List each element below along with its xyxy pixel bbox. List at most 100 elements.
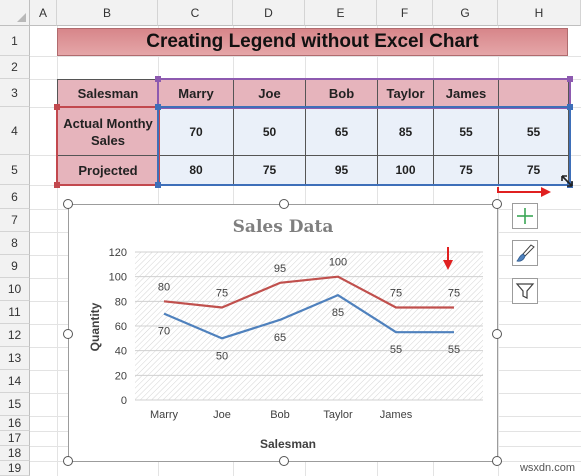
range-corner-handle[interactable] [567, 104, 573, 110]
header-cell-name[interactable]: Bob [305, 79, 378, 108]
column-header-d[interactable]: D [233, 0, 305, 26]
row-header-12[interactable]: 12 [0, 324, 30, 347]
y-tick-label: 80 [115, 296, 127, 308]
value-cell[interactable]: 85 [377, 107, 434, 156]
column-header-c[interactable]: C [158, 0, 233, 26]
row-header-4[interactable]: 4 [0, 107, 30, 155]
column-header-e[interactable]: E [305, 0, 377, 26]
series-line[interactable] [163, 275, 454, 309]
chart-resize-handle[interactable] [279, 199, 289, 209]
value-cell[interactable]: 80 [158, 155, 234, 185]
value-cell[interactable]: 75 [498, 155, 569, 185]
range-corner-handle[interactable] [54, 104, 60, 110]
data-label[interactable]: 75 [390, 288, 402, 300]
chart-resize-handle[interactable] [492, 329, 502, 339]
row-header-11[interactable]: 11 [0, 301, 30, 324]
x-tick-label: Marry [150, 409, 179, 421]
y-tick-label: 100 [109, 272, 127, 284]
range-corner-handle[interactable] [155, 182, 161, 188]
sheet-title-cell[interactable]: Creating Legend without Excel Chart [57, 28, 568, 56]
row-header-18[interactable]: 18 [0, 446, 30, 461]
brush-icon [516, 244, 535, 262]
select-all-corner[interactable] [0, 0, 30, 26]
chart-resize-handle[interactable] [63, 456, 73, 466]
row-header-10[interactable]: 10 [0, 278, 30, 301]
range-corner-handle[interactable] [54, 182, 60, 188]
row-header-7[interactable]: 7 [0, 209, 30, 232]
header-cell-name[interactable]: Joe [233, 79, 306, 108]
header-cell-name[interactable] [498, 79, 569, 108]
column-header-h[interactable]: H [498, 0, 581, 26]
row-header-19[interactable]: 19 [0, 461, 30, 476]
data-label[interactable]: 50 [216, 350, 228, 362]
chart-resize-handle[interactable] [63, 329, 73, 339]
chart-styles-button[interactable] [512, 240, 538, 266]
column-header-b[interactable]: B [57, 0, 158, 26]
data-label[interactable]: 65 [274, 332, 286, 344]
row-header-16[interactable]: 16 [0, 416, 30, 431]
row-header-2[interactable]: 2 [0, 56, 30, 79]
label-cell-projected[interactable]: Projected [57, 155, 159, 185]
data-label[interactable]: 100 [329, 257, 347, 269]
y-tick-label: 20 [115, 370, 127, 382]
data-label[interactable]: 70 [158, 326, 170, 338]
column-header-f[interactable]: F [377, 0, 433, 26]
x-axis-title[interactable]: Salesman [260, 437, 316, 451]
x-tick-label: Taylor [323, 409, 353, 421]
value-cell[interactable]: 75 [233, 155, 306, 185]
y-tick-label: 60 [115, 321, 127, 333]
row-header-14[interactable]: 14 [0, 370, 30, 393]
value-cell[interactable]: 55 [498, 107, 569, 156]
chart-resize-handle[interactable] [492, 199, 502, 209]
chart-filters-button[interactable] [512, 278, 538, 304]
chart-plot[interactable]: 0 20 40 60 80 100 120 Marry Joe Bob Taylor James 80… [69, 205, 499, 463]
range-corner-handle[interactable] [155, 76, 161, 82]
label-cell-actual[interactable]: Actual Monthy Sales [57, 107, 159, 156]
range-corner-handle[interactable] [567, 76, 573, 82]
value-cell[interactable]: 65 [305, 107, 378, 156]
data-label[interactable]: 85 [332, 307, 344, 319]
value-cell[interactable]: 50 [233, 107, 306, 156]
data-label[interactable]: 75 [216, 288, 228, 300]
header-cell-name[interactable]: Marry [158, 79, 234, 108]
data-label[interactable]: 75 [448, 288, 460, 300]
data-label[interactable]: 55 [448, 344, 460, 356]
range-corner-handle[interactable] [155, 104, 161, 110]
row-header-9[interactable]: 9 [0, 255, 30, 278]
value-cell[interactable]: 55 [433, 107, 499, 156]
value-cell[interactable]: 75 [433, 155, 499, 185]
row-header-3[interactable]: 3 [0, 79, 30, 107]
series-line[interactable] [163, 294, 454, 340]
watermark: wsxdn.com [519, 462, 575, 474]
x-tick-label: Bob [270, 409, 290, 421]
data-label[interactable]: 95 [274, 263, 286, 275]
chart-title[interactable]: Sales Data [232, 217, 334, 237]
header-cell-salesman[interactable]: Salesman [57, 79, 159, 108]
y-axis-title[interactable]: Quantity [88, 302, 102, 351]
gridline [498, 26, 499, 476]
row-header-17[interactable]: 17 [0, 431, 30, 446]
row-header-8[interactable]: 8 [0, 232, 30, 255]
row-header-1[interactable]: 1 [0, 26, 30, 56]
column-header-a[interactable]: A [30, 0, 57, 26]
y-tick-label: 40 [115, 346, 127, 358]
value-cell[interactable]: 95 [305, 155, 378, 185]
chart-elements-button[interactable] [512, 203, 538, 229]
funnel-icon [515, 283, 535, 299]
data-label[interactable]: 80 [158, 281, 170, 293]
column-header-g[interactable]: G [433, 0, 498, 26]
header-cell-name[interactable]: Taylor [377, 79, 434, 108]
line-chart[interactable]: Sales Data 0 20 40 60 80 100 120 Marry Joe Bob Tay… [63, 199, 502, 466]
data-label[interactable]: 55 [390, 344, 402, 356]
value-cell[interactable]: 100 [377, 155, 434, 185]
chart-resize-handle[interactable] [279, 456, 289, 466]
row-header-15[interactable]: 15 [0, 393, 30, 416]
chart-resize-handle[interactable] [492, 456, 502, 466]
row-header-5[interactable]: 5 [0, 155, 30, 185]
header-cell-name[interactable]: James [433, 79, 499, 108]
row-header-13[interactable]: 13 [0, 347, 30, 370]
gridline [57, 26, 58, 476]
row-header-6[interactable]: 6 [0, 185, 30, 209]
chart-resize-handle[interactable] [63, 199, 73, 209]
value-cell[interactable]: 70 [158, 107, 234, 156]
